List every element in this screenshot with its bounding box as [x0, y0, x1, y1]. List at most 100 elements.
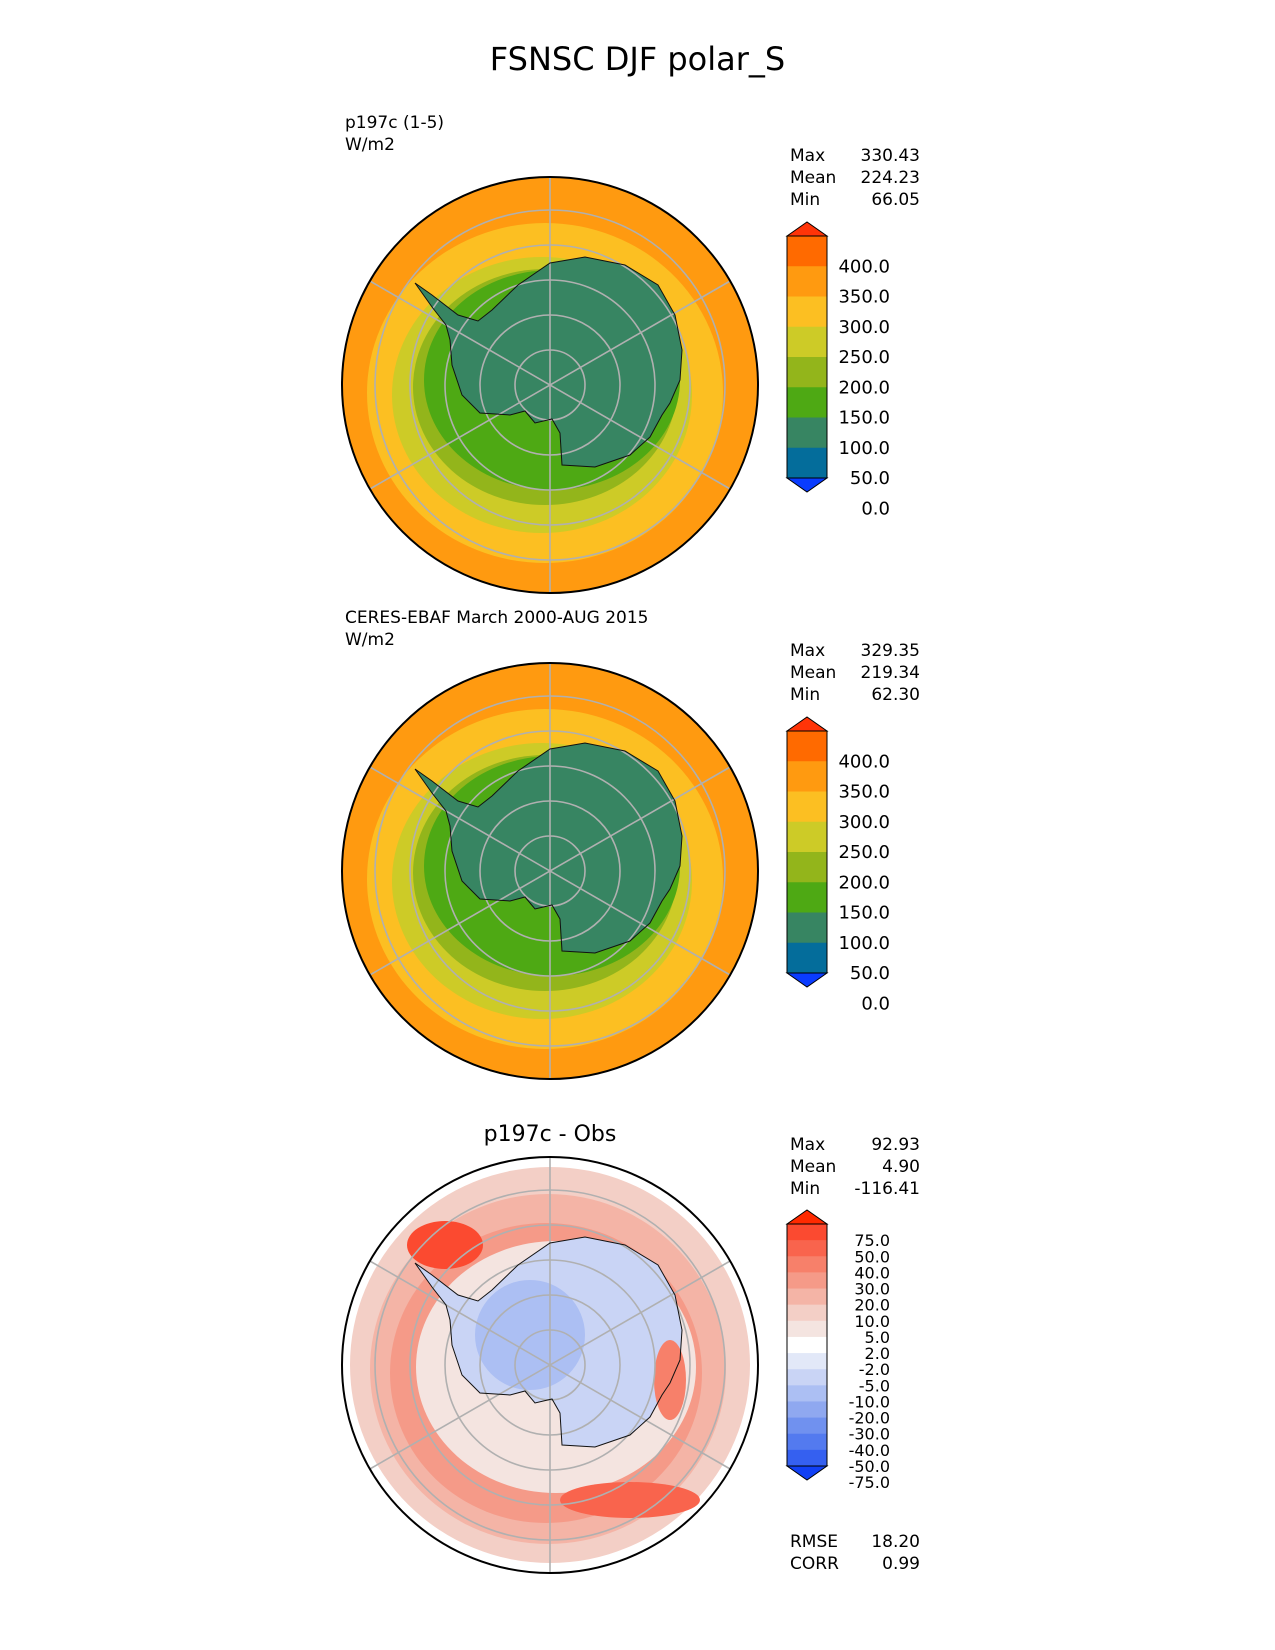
- colorbar-segment: [787, 1288, 827, 1306]
- colorbar-bottom-extend: [785, 477, 829, 493]
- colorbar-tick-label: -20.0: [849, 1409, 890, 1428]
- panel1-stats: Max 330.43 Mean 224.23 Min 66.05: [790, 145, 920, 211]
- panel2-polar-map: [341, 662, 759, 1080]
- colorbar-segment: [787, 852, 827, 883]
- colorbar-segment: [787, 1417, 827, 1435]
- stat-mean: Mean 219.34: [790, 663, 920, 683]
- colorbar-tick-label: 350.0: [838, 287, 890, 308]
- colorbar-segment: [787, 912, 827, 944]
- panel3-polar-map: [341, 1156, 759, 1574]
- panel1-title: p197c (1-5): [345, 113, 445, 133]
- colorbar-tick-label: 30.0: [854, 1280, 890, 1299]
- colorbar-segment: [787, 761, 827, 792]
- diff-positive-edge: [654, 1340, 686, 1420]
- colorbar-tick-label: 400.0: [838, 751, 890, 772]
- colorbar-frame: [786, 235, 828, 479]
- stat-max: Max 92.93: [790, 1135, 920, 1155]
- colorbar-segment: [787, 1353, 827, 1370]
- colorbar-tick-label: 100.0: [838, 933, 890, 954]
- colorbar-tick-label: 0.0: [861, 498, 890, 519]
- colorbar-tick-label: 0.0: [861, 993, 890, 1014]
- colorbar-tick-label: 50.0: [850, 963, 890, 984]
- colorbar-segment: [787, 821, 827, 853]
- coastline: [414, 742, 683, 954]
- colorbar-top-extend: [785, 1209, 829, 1225]
- colorbar-segment: [787, 1385, 827, 1402]
- stat-mean: Mean 4.90: [790, 1157, 920, 1177]
- colorbar-segment: [787, 1272, 827, 1290]
- panel2-colorbar: 400.0 350.0 300.0 250.0 200.0 150.0 100.0 50.0 0…: [785, 716, 890, 1014]
- stat-corr: CORR 0.99: [790, 1554, 920, 1574]
- colorbar-segment: [787, 882, 827, 913]
- colorbar-segment: [787, 296, 827, 328]
- colorbar-top-extend: [785, 221, 829, 237]
- stat-min: Min -116.41: [790, 1179, 920, 1199]
- colorbar-bottom-extend: [785, 972, 829, 988]
- colorbar-segment: [787, 1449, 827, 1467]
- graticule: [369, 1157, 731, 1573]
- colorbar-segment: [787, 1256, 827, 1273]
- colorbar-tick-label: 300.0: [838, 317, 890, 338]
- map-border: [341, 662, 759, 1080]
- panel1-units: W/m2: [345, 135, 395, 155]
- colorbar-segment: [787, 1240, 827, 1257]
- panel2-stats: Max 329.35 Mean 219.34 Min 62.30: [790, 640, 920, 706]
- panel1-polar-map: [341, 176, 759, 594]
- colorbar-segment: [787, 731, 827, 762]
- panel3-title: p197c - Obs: [483, 1122, 617, 1147]
- graticule: [369, 663, 731, 1079]
- colorbar-segment: [787, 357, 827, 388]
- colorbar-tick-label: 75.0: [854, 1231, 890, 1250]
- colorbar-tick-label: 50.0: [854, 1247, 890, 1266]
- panel1-colorbar: 400.0 350.0 300.0 250.0 200.0 150.0 100.0 50.0 0…: [785, 221, 890, 519]
- colorbar-tick-label: -30.0: [849, 1425, 890, 1444]
- colorbar-tick-label: 400.0: [838, 256, 890, 277]
- colorbar-tick-label: 300.0: [838, 812, 890, 833]
- colorbar-tick-label: 5.0: [865, 1328, 890, 1347]
- panel2-units: W/m2: [345, 630, 395, 650]
- colorbar-segment: [787, 236, 827, 267]
- colorbar-segment: [787, 1433, 827, 1451]
- colorbar-segment: [787, 387, 827, 418]
- colorbar-tick-label: -40.0: [849, 1441, 890, 1460]
- continent-field: [415, 257, 682, 467]
- stat-min: Min 62.30: [790, 685, 920, 705]
- colorbar-tick-label: 10.0: [854, 1312, 890, 1331]
- colorbar-segment: [787, 1369, 827, 1386]
- colorbar-segment: [787, 417, 827, 449]
- colorbar-tick-label: 50.0: [850, 468, 890, 489]
- colorbar-tick-label: 200.0: [838, 872, 890, 893]
- stat-min: Min 66.05: [790, 190, 920, 210]
- panel3-colorbar: 75.050.040.030.020.010.05.02.0-2.0-5.0-1…: [785, 1209, 890, 1492]
- map-border: [341, 176, 759, 594]
- colorbar-segment: [787, 1401, 827, 1419]
- stat-mean: Mean 224.23: [790, 168, 920, 188]
- colorbar-tick-label: 2.0: [865, 1344, 890, 1363]
- colorbar-tick-label: -75.0: [849, 1473, 890, 1492]
- colorbar-segment: [787, 1336, 827, 1354]
- graticule: [369, 177, 731, 593]
- panel2-title: CERES-EBAF March 2000-AUG 2015: [345, 608, 649, 628]
- colorbar-tick-label: 350.0: [838, 782, 890, 803]
- colorbar-segment: [787, 1320, 827, 1338]
- colorbar-tick-label: -10.0: [849, 1392, 890, 1411]
- continent-field: [415, 743, 682, 953]
- figure-title: FSNSC DJF polar_S: [489, 40, 786, 78]
- colorbar-tick-label: 40.0: [854, 1263, 890, 1282]
- diff-positive-arc: [560, 1482, 700, 1518]
- colorbar-segment: [787, 447, 827, 479]
- colorbar-tick-label: 250.0: [838, 347, 890, 368]
- colorbar-tick-label: 20.0: [854, 1296, 890, 1315]
- panel3-footer-stats: RMSE 18.20 CORR 0.99: [790, 1531, 920, 1575]
- colorbar-bottom-extend: [785, 1465, 829, 1481]
- panel3-stats: Max 92.93 Mean 4.90 Min -116.41: [790, 1134, 920, 1200]
- colorbar-tick-label: -2.0: [859, 1360, 890, 1379]
- colorbar-tick-label: -5.0: [859, 1376, 890, 1395]
- colorbar-segment: [787, 791, 827, 823]
- colorbar-frame: [786, 1223, 828, 1467]
- coastline: [414, 256, 683, 468]
- colorbar-segment: [787, 266, 827, 297]
- colorbar-top-extend: [785, 716, 829, 732]
- coastline: [414, 1236, 683, 1448]
- colorbar-segment: [787, 942, 827, 974]
